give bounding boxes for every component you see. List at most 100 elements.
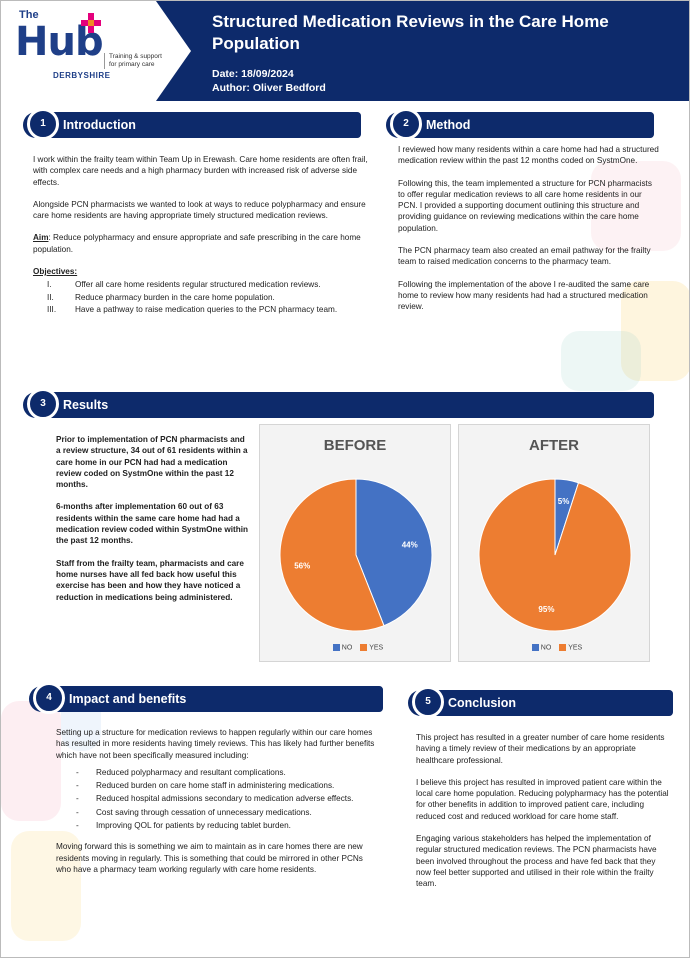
- pie-chart-before: 44% 56%: [279, 478, 433, 632]
- objectives-label: Objectives:: [33, 267, 78, 277]
- section-title: Impact and benefits: [69, 692, 187, 706]
- paragraph: Alongside PCN pharmacists we wanted to l…: [33, 199, 366, 221]
- decorative-blob: [591, 161, 681, 251]
- poster-author: Author: Oliver Bedford: [212, 82, 326, 94]
- list-text: Improving QOL for patients by reducing t…: [96, 821, 291, 831]
- list-bullet: -: [76, 794, 79, 804]
- paragraph: 6-months after implementation 60 out of …: [56, 502, 248, 546]
- aim-text: : Reduce polypharmacy and ensure appropr…: [33, 233, 361, 254]
- list-bullet: -: [76, 781, 79, 791]
- list-number: I.: [47, 280, 52, 290]
- logo-tagline: Training & support for primary care: [104, 53, 164, 69]
- list-text: Cost saving through cessation of unneces…: [96, 807, 312, 817]
- list-number: II.: [47, 292, 54, 302]
- paragraph: Following this, the team implemented a s…: [398, 178, 652, 233]
- list-item: II. Reduce pharmacy burden in the care ho…: [33, 292, 368, 303]
- pie-label-no: 44%: [402, 541, 418, 550]
- chart-after: AFTER 5% 95% NO YES: [458, 424, 650, 662]
- list-text: Reduced hospital admissions secondary to…: [96, 794, 354, 804]
- list-number: III.: [47, 304, 57, 314]
- impact-body: Setting up a structure for medication re…: [56, 727, 376, 886]
- section-number: 2: [390, 108, 422, 140]
- legend-label-no: NO: [540, 644, 552, 651]
- section-number: 3: [27, 388, 59, 420]
- paragraph: I believe this project has resulted in i…: [416, 777, 669, 821]
- list-item: - Reduced polypharmacy and resultant comp…: [56, 767, 376, 778]
- list-item: - Improving QOL for patients by reducing …: [56, 820, 376, 831]
- decorative-blob: [621, 281, 689, 381]
- section-heading-results: 3 Results: [23, 388, 654, 420]
- legend-swatch-yes: [559, 643, 567, 651]
- results-body: Prior to implementation of PCN pharmacis…: [56, 434, 251, 614]
- section-number: 1: [27, 108, 59, 140]
- legend-label-yes: YES: [568, 644, 583, 651]
- section-title: Introduction: [63, 118, 136, 132]
- poster-title: Structured Medication Reviews in the Car…: [212, 12, 609, 53]
- benefits-list: - Reduced polypharmacy and resultant comp…: [56, 767, 376, 831]
- poster-date: Date: 18/09/2024: [212, 68, 294, 80]
- legend-swatch-no: [332, 643, 340, 651]
- list-bullet: -: [76, 807, 79, 817]
- aim-paragraph: Aim: Reduce polypharmacy and ensure appr…: [33, 232, 368, 255]
- paragraph: Setting up a structure for medication re…: [56, 728, 375, 760]
- paragraph: The PCN pharmacy team also created an em…: [398, 246, 651, 267]
- paragraph: Moving forward this is something we aim …: [56, 842, 363, 874]
- pie-slice-yes: [478, 478, 632, 632]
- list-item: - Reduced burden on care home staff in ad…: [56, 780, 376, 791]
- section-heading-method: 2 Method: [386, 108, 654, 140]
- chart-legend: NO YES: [260, 643, 450, 651]
- section-number: 5: [412, 686, 444, 718]
- logo-the: The: [19, 9, 39, 21]
- chart-title: AFTER: [529, 437, 579, 454]
- header-banner: The Hub DERBYSHIRE Training & support fo…: [1, 1, 689, 101]
- logo-region: DERBYSHIRE: [53, 71, 111, 80]
- paragraph: I work within the frailty team within Te…: [33, 155, 368, 187]
- pie-slice-no: [355, 478, 433, 627]
- paragraph: Engaging various stakeholders has helped…: [416, 834, 657, 889]
- paragraph: This project has resulted in a greater n…: [416, 733, 665, 765]
- list-text: Reduced burden on care home staff in adm…: [96, 781, 335, 791]
- legend-label-yes: YES: [369, 644, 384, 651]
- introduction-body: I work within the frailty team within Te…: [33, 154, 368, 316]
- list-bullet: -: [76, 767, 79, 777]
- list-text: Reduce pharmacy burden in the care home …: [75, 292, 275, 302]
- section-heading-introduction: 1 Introduction: [23, 108, 361, 140]
- plus-cross-icon: [81, 13, 101, 33]
- pie-slice-yes: [279, 478, 385, 632]
- list-item: I. Offer all care home residents regular …: [33, 279, 368, 290]
- list-item: - Reduced hospital admissions secondary t…: [56, 793, 376, 804]
- legend-swatch-yes: [360, 643, 368, 651]
- method-body: I reviewed how many residents within a c…: [398, 144, 660, 324]
- poster-meta: Date: 18/09/2024 Author: Oliver Bedford: [212, 67, 326, 95]
- section-heading-impact: 4 Impact and benefits: [29, 682, 383, 714]
- section-number: 4: [33, 682, 65, 714]
- logo: The Hub DERBYSHIRE Training & support fo…: [1, 1, 191, 101]
- pie-label-yes: 56%: [294, 561, 310, 570]
- list-text: Reduced polypharmacy and resultant compl…: [96, 767, 286, 777]
- paragraph: Staff from the frailty team, pharmacists…: [56, 558, 244, 602]
- pie-label-yes: 95%: [538, 605, 554, 614]
- decorative-blob: [1, 701, 61, 821]
- legend-label-no: NO: [341, 644, 353, 651]
- paragraph: Prior to implementation of PCN pharmacis…: [56, 435, 248, 490]
- objectives-list: I. Offer all care home residents regular …: [33, 279, 368, 315]
- chart-legend: NO YES: [459, 643, 649, 651]
- list-item: III. Have a pathway to raise medication q…: [33, 304, 368, 315]
- aim-label: Aim: [33, 233, 49, 243]
- section-title: Results: [63, 398, 109, 412]
- paragraph: Following the implementation of the abov…: [398, 279, 650, 312]
- decorative-blob: [561, 331, 641, 391]
- list-text: Have a pathway to raise medication queri…: [75, 304, 338, 314]
- list-bullet: -: [76, 821, 79, 831]
- chart-before: BEFORE 44% 56% NO YES: [259, 424, 451, 662]
- section-heading-conclusion: 5 Conclusion: [408, 686, 673, 718]
- pie-chart-after: 5% 95%: [478, 478, 632, 632]
- section-title: Conclusion: [448, 696, 517, 710]
- list-text: Offer all care home residents regular st…: [75, 280, 321, 290]
- paragraph: I reviewed how many residents within a c…: [398, 145, 659, 166]
- decorative-blob: [11, 831, 81, 941]
- section-title: Method: [426, 118, 471, 132]
- conclusion-body: This project has resulted in a greater n…: [416, 732, 671, 901]
- legend-swatch-no: [531, 643, 539, 651]
